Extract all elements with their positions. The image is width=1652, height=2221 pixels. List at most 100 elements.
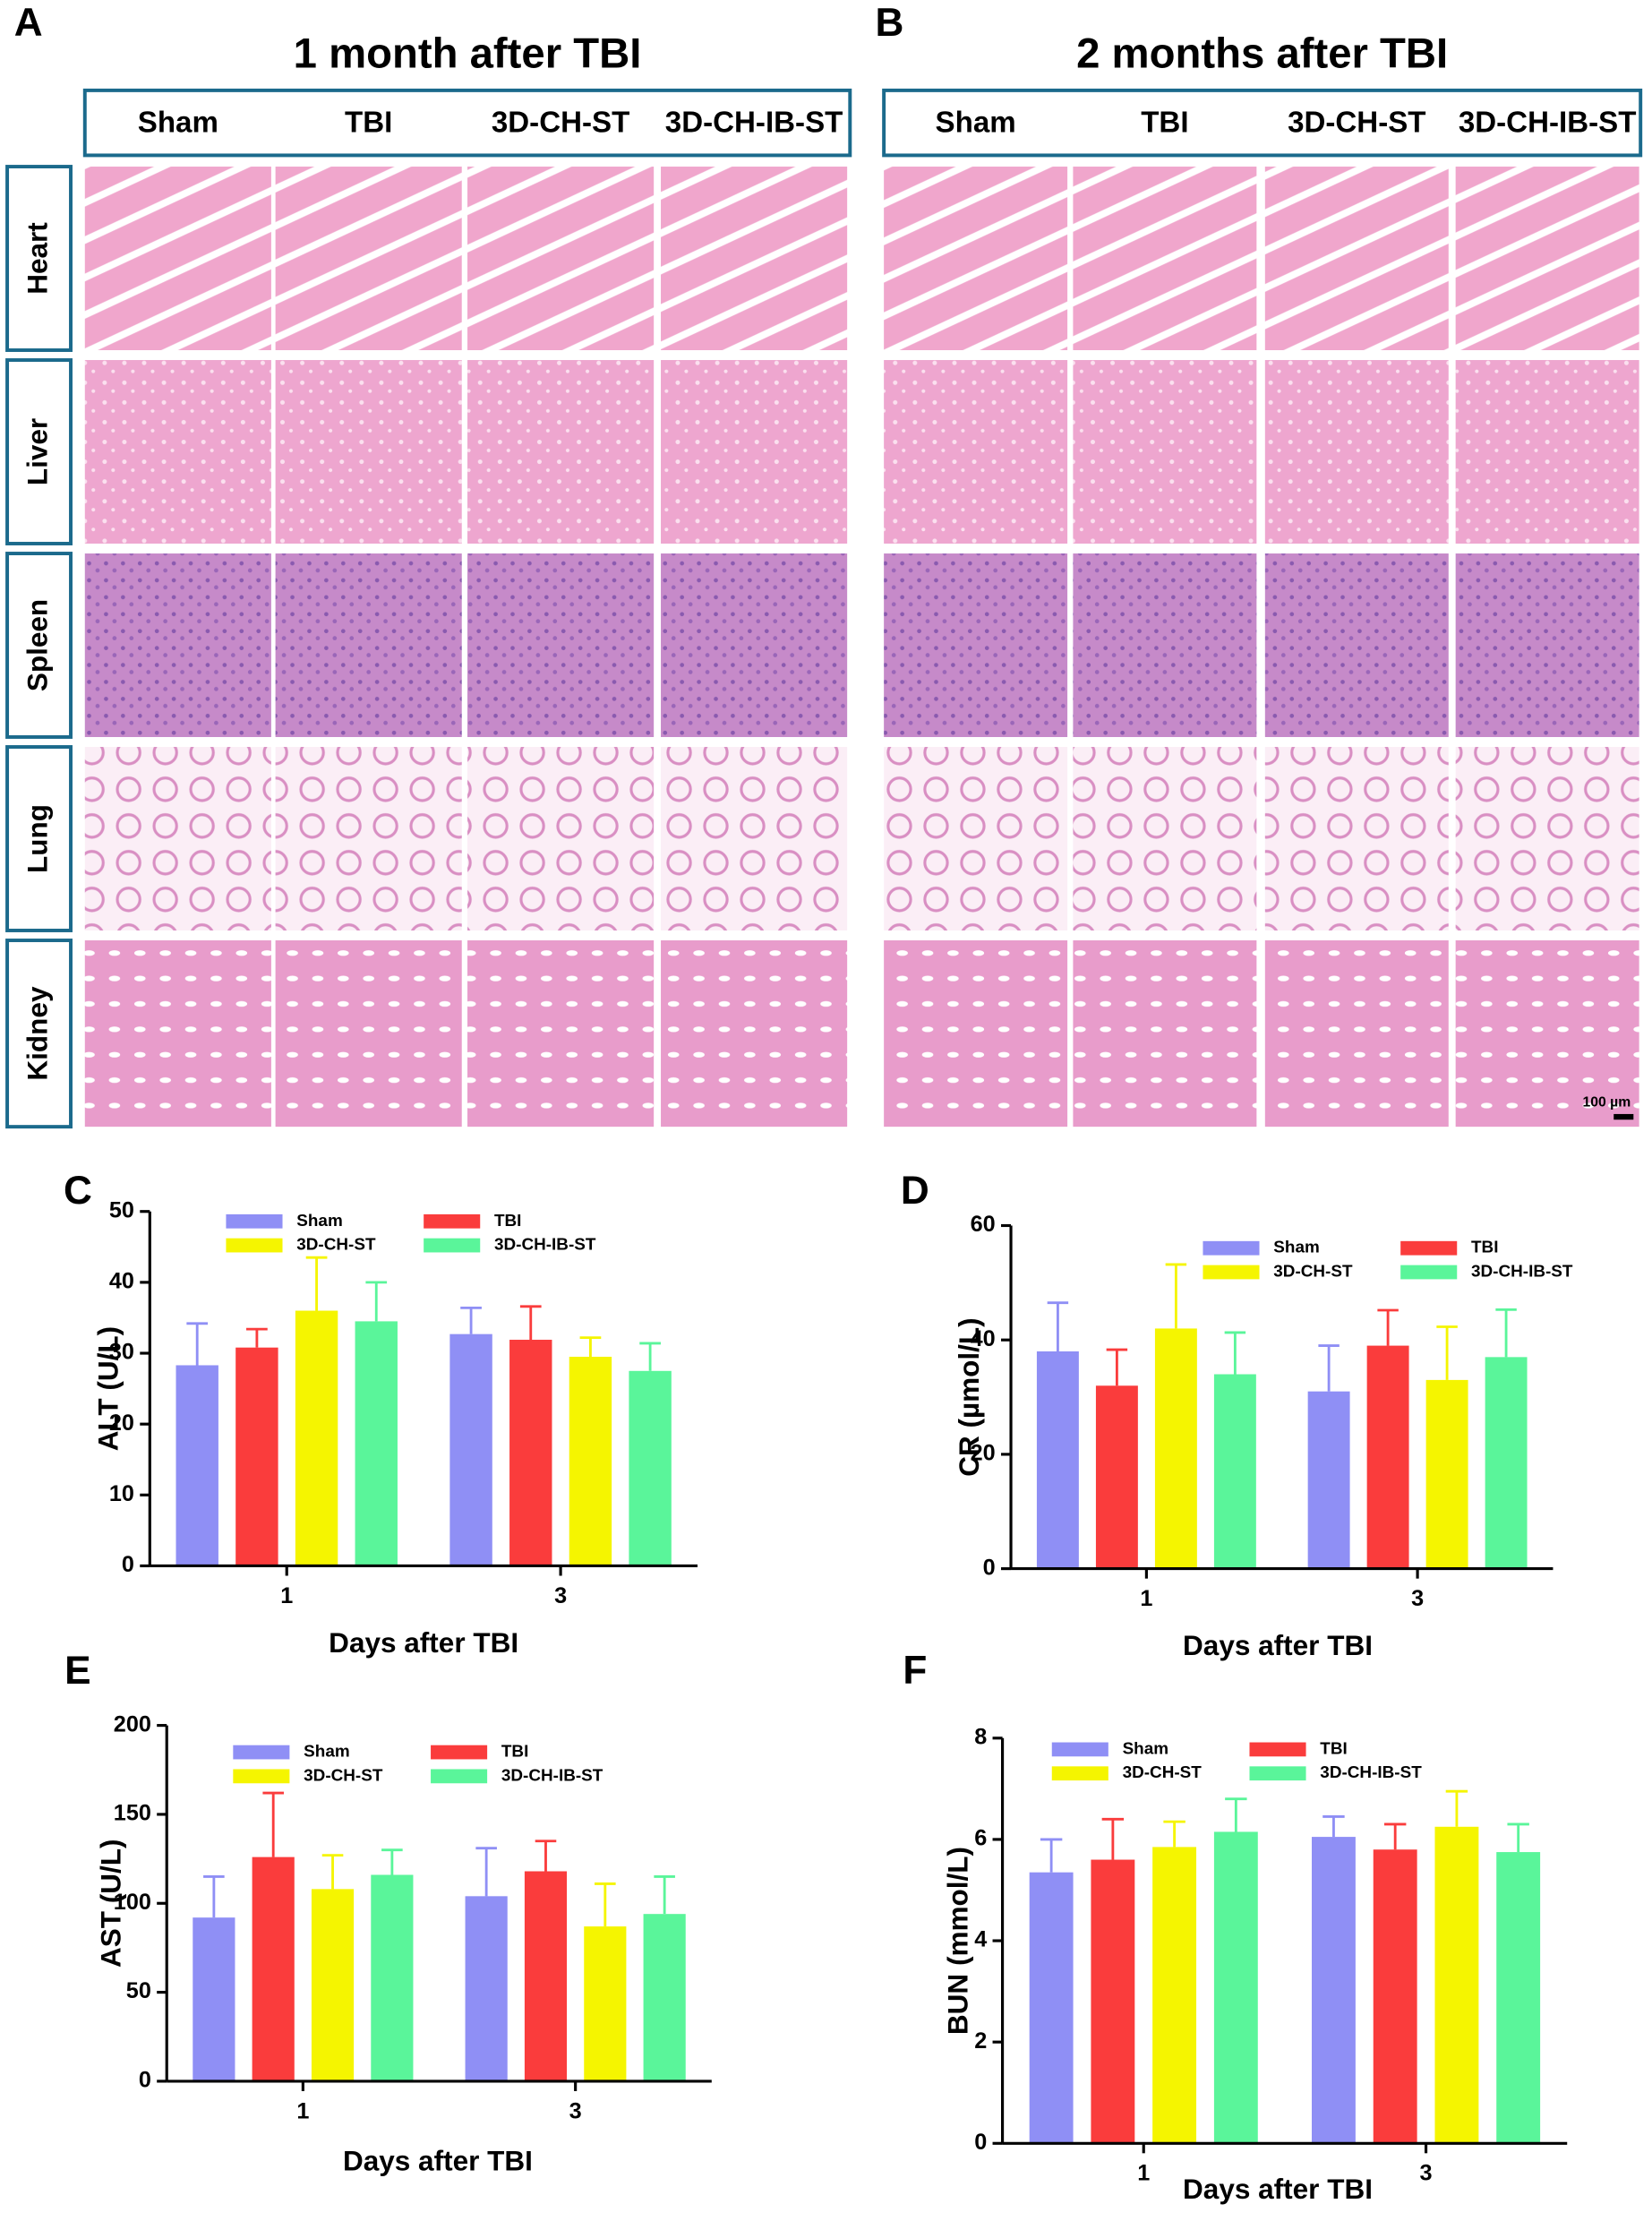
y-axis-label: AST (U/L)	[95, 1839, 127, 1968]
histology-image	[84, 553, 271, 737]
bar	[1154, 1328, 1197, 1569]
panel-title: 1 month after TBI	[294, 30, 642, 78]
histology-image	[275, 747, 462, 930]
bar	[1425, 1379, 1468, 1569]
error-bar	[321, 1854, 344, 1890]
bar	[1091, 1859, 1135, 2144]
error-bar	[1224, 1331, 1246, 1375]
y-tick-label: 2	[974, 2028, 987, 2054]
histology-image	[1073, 747, 1257, 930]
histology-image	[275, 940, 462, 1128]
row-label-box	[5, 745, 73, 932]
histology-image	[884, 360, 1068, 544]
error-bar	[579, 1336, 602, 1357]
legend-swatch	[424, 1238, 481, 1253]
bar	[1213, 1374, 1256, 1569]
error-bar	[1383, 1822, 1407, 1850]
legend-swatch	[1400, 1265, 1458, 1280]
histology-image	[84, 360, 271, 544]
legend-swatch	[424, 1213, 481, 1229]
bar	[509, 1339, 552, 1566]
histology-image	[661, 553, 848, 737]
row-label-box	[5, 165, 73, 352]
bar	[193, 1917, 235, 2081]
bar	[1434, 1826, 1479, 2144]
histology-image	[467, 747, 655, 930]
panel-label: E	[64, 1649, 90, 1693]
bar	[175, 1365, 218, 1566]
histology-image	[1455, 553, 1639, 737]
legend-label: Sham	[304, 1743, 350, 1762]
histology-image	[84, 167, 271, 350]
histology-image	[84, 747, 271, 930]
row-label: Spleen	[21, 599, 54, 691]
column-header-box	[882, 88, 1643, 158]
legend-swatch	[233, 1745, 290, 1760]
histology-image	[1264, 167, 1449, 350]
y-axis-label: BUN (mmol/L)	[942, 1847, 974, 2035]
error-bar	[1495, 1308, 1517, 1358]
histology-image	[1073, 940, 1257, 1128]
x-tick-label: 3	[554, 1583, 567, 1608]
y-tick-label: 4	[974, 1927, 987, 1952]
error-bar	[1445, 1789, 1468, 1827]
y-tick-label: 30	[109, 1340, 134, 1365]
error-bar	[381, 1848, 403, 1875]
legend-label: TBI	[1320, 1739, 1347, 1758]
legend-label: TBI	[1471, 1239, 1498, 1257]
legend-swatch	[226, 1238, 283, 1253]
row-label: Heart	[21, 222, 54, 295]
error-bar	[1507, 1822, 1529, 1853]
histology-image	[1073, 360, 1257, 544]
y-tick-label: 0	[122, 1552, 134, 1577]
histology-image	[1073, 553, 1257, 737]
legend-label: 3D-CH-IB-ST	[501, 1766, 603, 1785]
legend-swatch	[1249, 1766, 1306, 1781]
bar	[235, 1347, 278, 1566]
error-bar	[519, 1305, 542, 1340]
bar	[1029, 1872, 1074, 2144]
bar	[1485, 1357, 1528, 1569]
row-label-box	[5, 939, 73, 1129]
x-axis-label: Days after TBI	[1183, 1629, 1373, 1661]
histology-image	[1455, 360, 1639, 544]
histology-image	[1264, 360, 1449, 544]
legend-swatch	[431, 1769, 488, 1784]
bar	[1496, 1852, 1541, 2144]
bar	[295, 1310, 338, 1566]
histology-image	[1455, 747, 1639, 930]
panel-label: F	[903, 1649, 927, 1693]
row-label: Liver	[21, 418, 54, 485]
legend-label: TBI	[501, 1743, 528, 1762]
y-tick-label: 10	[109, 1481, 134, 1506]
bar	[524, 1871, 568, 2081]
legend-label: 3D-CH-ST	[304, 1766, 383, 1785]
bar	[355, 1321, 398, 1566]
histology-image	[1455, 167, 1639, 350]
bar	[629, 1370, 672, 1566]
error-bar	[460, 1306, 482, 1334]
error-bar	[1165, 1263, 1187, 1329]
y-tick-label: 150	[114, 1801, 151, 1826]
bar	[1312, 1837, 1356, 2144]
row-label-box	[5, 358, 73, 545]
error-bar	[365, 1281, 388, 1322]
histology-image	[1264, 940, 1449, 1128]
bar	[1307, 1391, 1350, 1569]
bar	[1213, 1831, 1258, 2144]
y-tick-label: 0	[983, 1555, 996, 1580]
error-bar	[186, 1322, 209, 1366]
bar	[449, 1333, 492, 1566]
histology-image	[661, 940, 848, 1128]
panel-label: B	[876, 1, 904, 45]
column-header: 3D-CH-IB-ST	[1459, 106, 1637, 139]
histology-image	[467, 360, 655, 544]
legend-swatch	[1051, 1742, 1108, 1757]
column-header: TBI	[345, 106, 392, 139]
scale-bar	[1613, 1113, 1634, 1120]
y-tick-label: 40	[971, 1326, 996, 1351]
column-header: 3D-CH-IB-ST	[665, 106, 843, 139]
histology-image	[467, 940, 655, 1128]
bar	[1373, 1849, 1417, 2144]
